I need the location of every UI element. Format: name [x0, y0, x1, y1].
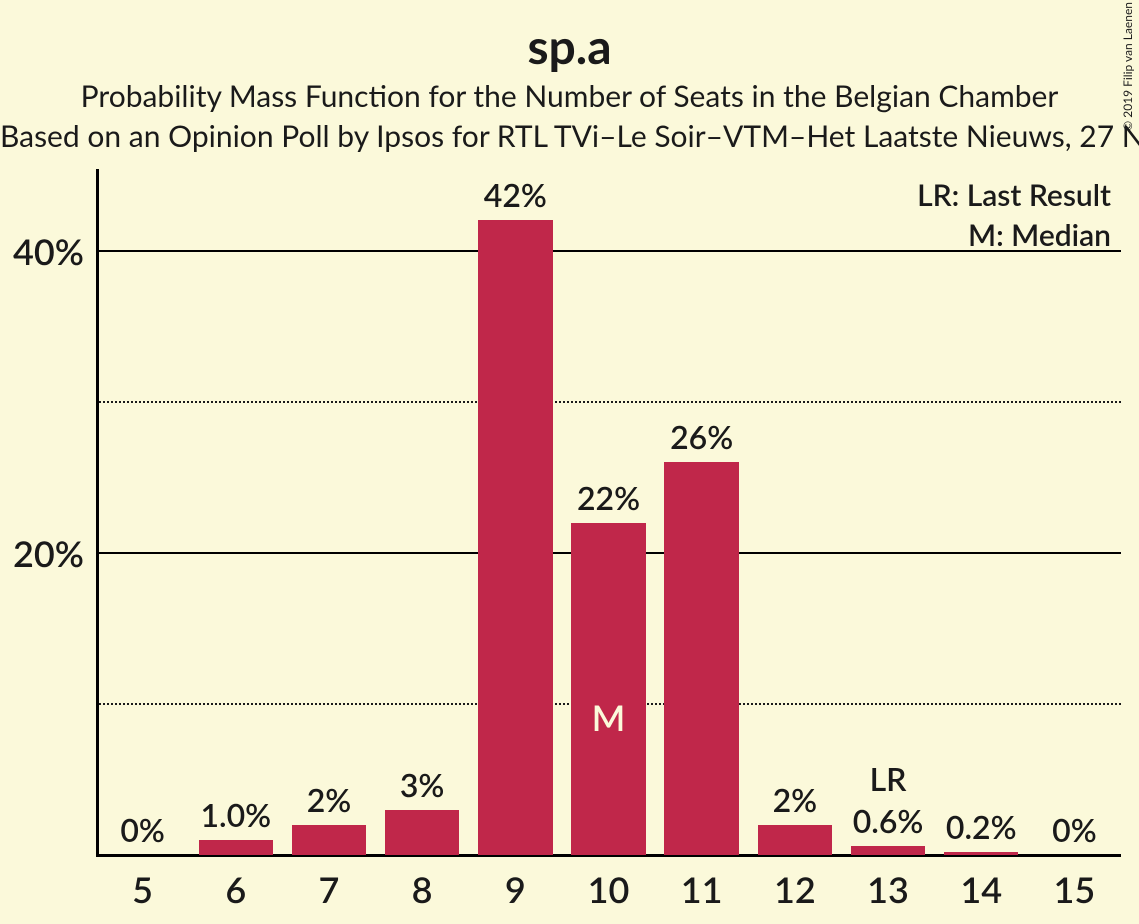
legend-last-result: LR: Last Result	[96, 177, 1111, 213]
y-axis-line	[96, 169, 99, 855]
bar	[758, 825, 833, 855]
y-tick-label: 20%	[0, 531, 84, 575]
bar	[385, 810, 460, 855]
chart-subtitle-2: Based on an Opinion Poll by Ipsos for RT…	[0, 118, 1139, 154]
bar-value-label: 0%	[1028, 810, 1121, 849]
bar	[199, 840, 274, 855]
bar	[571, 523, 646, 855]
median-mark: M	[571, 695, 646, 739]
bar-value-label: 0.2%	[935, 807, 1028, 846]
bar-value-label: 22%	[562, 478, 655, 517]
bar-value-label: 3%	[376, 765, 469, 804]
plot-area: 0%1.0%2%3%42%M22%26%2%LR0.6%0.2%0%	[96, 175, 1121, 855]
copyright-text: © 2019 Filip van Laenen	[1120, 2, 1135, 131]
bar	[664, 462, 739, 855]
x-tick-label: 14	[935, 867, 1028, 911]
x-tick-label: 5	[96, 867, 189, 911]
x-tick-label: 12	[748, 867, 841, 911]
x-tick-label: 8	[376, 867, 469, 911]
x-tick-label: 13	[841, 867, 934, 911]
bar-value-label: 1.0%	[189, 795, 282, 834]
bar-value-label: 2%	[282, 780, 375, 819]
chart-subtitle-1: Probability Mass Function for the Number…	[0, 78, 1139, 114]
bar	[851, 846, 926, 855]
bar-value-label: 0%	[96, 810, 189, 849]
x-tick-label: 11	[655, 867, 748, 911]
legend-median: M: Median	[96, 217, 1111, 253]
last-result-mark: LR	[841, 759, 934, 798]
x-tick-label: 6	[189, 867, 282, 911]
bar	[944, 852, 1019, 855]
bar-value-label: 2%	[748, 780, 841, 819]
bar	[478, 220, 553, 855]
x-tick-label: 15	[1028, 867, 1121, 911]
bar-value-label: 0.6%	[841, 801, 934, 840]
x-tick-label: 9	[469, 867, 562, 911]
bar	[292, 825, 367, 855]
grid-minor	[96, 401, 1121, 403]
x-tick-label: 7	[282, 867, 375, 911]
chart-title: sp.a	[0, 18, 1139, 75]
bar-value-label: 26%	[655, 417, 748, 456]
y-tick-label: 40%	[0, 229, 84, 273]
x-tick-label: 10	[562, 867, 655, 911]
